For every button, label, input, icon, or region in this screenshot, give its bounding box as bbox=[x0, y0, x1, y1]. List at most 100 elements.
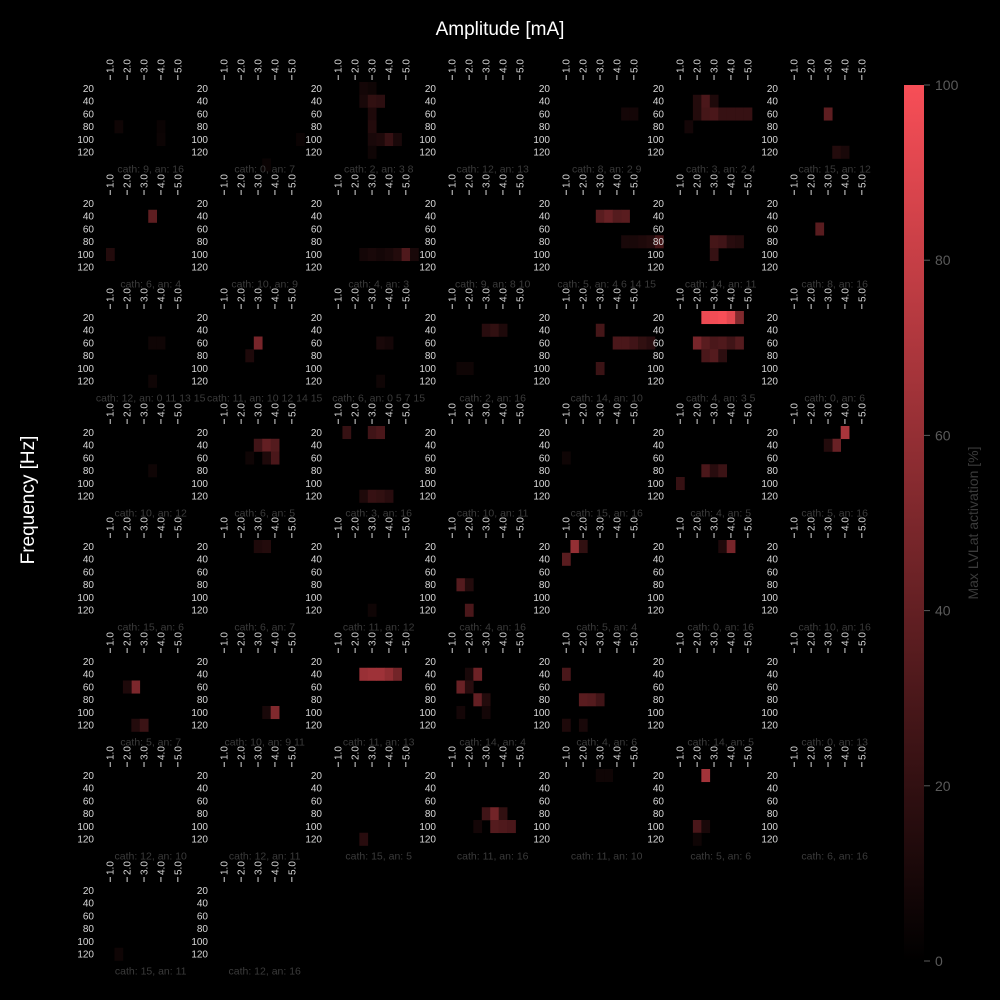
y-tick-label: 120 bbox=[77, 950, 94, 961]
panel-label: cath: 15, an: 12 bbox=[799, 164, 872, 176]
y-tick-label: 100 bbox=[305, 708, 322, 719]
x-tick-label: 3.0 bbox=[710, 59, 721, 73]
x-tick-label: 3.0 bbox=[368, 59, 379, 73]
y-tick-label: 20 bbox=[539, 657, 551, 668]
y-tick-label: 80 bbox=[83, 695, 95, 706]
heatmap-cell bbox=[629, 107, 639, 121]
x-tick-label: 5.0 bbox=[515, 288, 526, 302]
panel-label: cath: 4, an: 5 bbox=[690, 508, 751, 520]
x-tick-label: 5.0 bbox=[287, 632, 298, 646]
x-tick-label: 5.0 bbox=[287, 861, 298, 875]
y-tick-label: 100 bbox=[305, 479, 322, 490]
panel-label: cath: 15, an: 11 bbox=[115, 966, 187, 978]
x-tick-label: 4.0 bbox=[384, 403, 395, 417]
x-tick-label: 5.0 bbox=[287, 517, 298, 531]
y-tick-label: 20 bbox=[767, 313, 779, 324]
colorbar-ticks: 0 20 40 60 80 100 bbox=[924, 77, 959, 969]
panel-label: cath: 14, an: 5 bbox=[687, 737, 754, 749]
y-tick-label: 80 bbox=[653, 466, 665, 477]
y-tick-label: 60 bbox=[83, 567, 95, 578]
x-tick-label: 4.0 bbox=[726, 403, 737, 417]
x-tick-label: 1.0 bbox=[448, 632, 459, 646]
x-tick-label: 5.0 bbox=[629, 59, 640, 73]
heatmap-cell bbox=[253, 438, 263, 452]
panel-label: cath: 6, an: 7 bbox=[234, 622, 295, 634]
x-tick-label: 2.0 bbox=[807, 174, 818, 188]
x-tick-label: 2.0 bbox=[351, 403, 362, 417]
heatmap-cell bbox=[692, 832, 702, 846]
heatmap-cell bbox=[367, 120, 377, 134]
y-tick-label: 20 bbox=[197, 313, 209, 324]
y-tick-label: 40 bbox=[311, 97, 323, 108]
heatmap-cell bbox=[131, 718, 141, 732]
y-tick-label: 20 bbox=[653, 84, 665, 95]
y-tick-label: 100 bbox=[761, 250, 778, 261]
x-tick-label: 3.0 bbox=[482, 632, 493, 646]
panel-label: cath: 4, an: 3 bbox=[348, 279, 409, 291]
x-tick-label: 1.0 bbox=[334, 403, 345, 417]
x-tick-label: 1.0 bbox=[334, 517, 345, 531]
y-tick-label: 80 bbox=[425, 351, 437, 362]
y-tick-label: 20 bbox=[767, 84, 779, 95]
y-tick-label: 120 bbox=[647, 263, 664, 274]
x-tick-label: 2.0 bbox=[807, 403, 818, 417]
y-tick-label: 80 bbox=[311, 580, 323, 591]
x-tick-label: 1.0 bbox=[676, 517, 687, 531]
y-tick-label: 40 bbox=[83, 555, 95, 566]
x-tick-label: 1.0 bbox=[562, 59, 573, 73]
panel-label: cath: 3, an: 16 bbox=[345, 508, 412, 520]
heatmap-cell bbox=[604, 769, 613, 783]
x-tick-label: 2.0 bbox=[579, 517, 590, 531]
y-tick-label: 80 bbox=[197, 351, 209, 362]
x-tick-label: 3.0 bbox=[368, 288, 379, 302]
heatmap-cell bbox=[595, 362, 605, 376]
x-tick-label: 1.0 bbox=[790, 746, 801, 760]
x-tick-label: 2.0 bbox=[807, 517, 818, 531]
x-tick-label: 4.0 bbox=[156, 59, 167, 73]
panel-label: cath: 0, an: 16 bbox=[687, 622, 754, 634]
y-tick-label: 120 bbox=[305, 263, 322, 274]
x-tick-label: 3.0 bbox=[140, 174, 151, 188]
y-tick-label: 120 bbox=[533, 377, 550, 388]
y-tick-label: 80 bbox=[653, 351, 665, 362]
x-tick-label: 5.0 bbox=[173, 517, 184, 531]
y-tick-label: 20 bbox=[425, 199, 437, 210]
y-tick-label: 120 bbox=[77, 721, 94, 732]
x-tick-label: 1.0 bbox=[448, 288, 459, 302]
y-tick-label: 120 bbox=[305, 148, 322, 159]
y-tick-label: 20 bbox=[311, 313, 323, 324]
y-tick-label: 20 bbox=[425, 771, 437, 782]
x-tick-label: 2.0 bbox=[237, 174, 248, 188]
y-tick-label: 60 bbox=[83, 682, 95, 693]
y-tick-label: 40 bbox=[83, 97, 95, 108]
y-tick-label: 120 bbox=[647, 148, 664, 159]
y-tick-label: 100 bbox=[761, 593, 778, 604]
y-tick-label: 60 bbox=[653, 338, 665, 349]
heatmap-cell bbox=[376, 426, 385, 440]
y-tick-label: 120 bbox=[647, 377, 664, 388]
y-tick-label: 80 bbox=[197, 237, 209, 248]
y-tick-label: 100 bbox=[533, 250, 550, 261]
y-tick-label: 20 bbox=[767, 657, 779, 668]
y-tick-label: 60 bbox=[311, 682, 323, 693]
y-tick-label: 20 bbox=[197, 657, 209, 668]
x-tick-label: 5.0 bbox=[287, 746, 298, 760]
y-tick-label: 120 bbox=[761, 263, 778, 274]
y-tick-label: 120 bbox=[533, 492, 550, 503]
y-tick-label: 80 bbox=[425, 466, 437, 477]
x-tick-label: 2.0 bbox=[807, 746, 818, 760]
y-tick-label: 40 bbox=[767, 784, 779, 795]
y-axis-label: Frequency [Hz] bbox=[18, 436, 39, 565]
y-tick-label: 60 bbox=[83, 796, 95, 807]
panel-label: cath: 5, an: 4 6 14 15 bbox=[557, 279, 656, 291]
x-tick-label: 3.0 bbox=[482, 746, 493, 760]
y-tick-label: 60 bbox=[653, 682, 665, 693]
y-tick-label: 100 bbox=[647, 479, 664, 490]
heatmap-cell bbox=[148, 464, 157, 478]
